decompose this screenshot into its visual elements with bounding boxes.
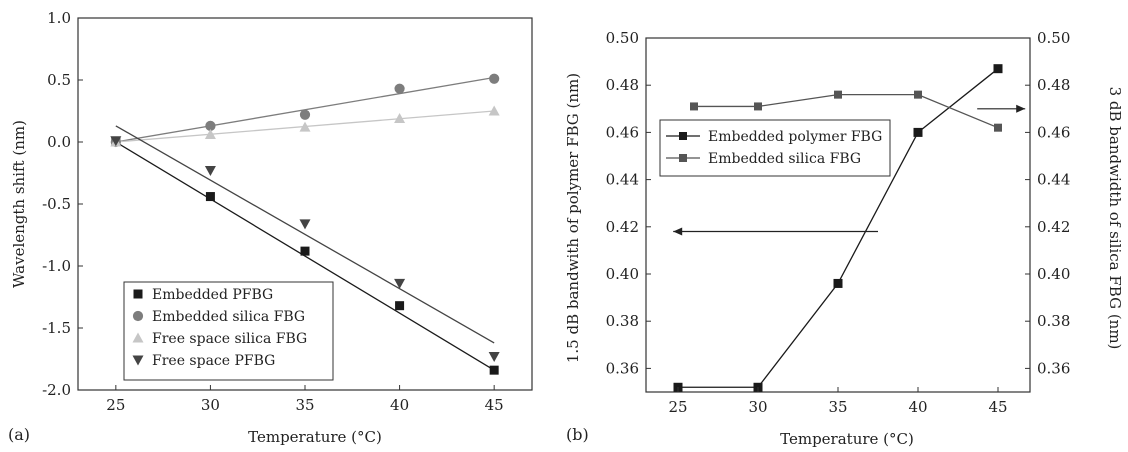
panel-a-legend-label: Free space PFBG	[152, 353, 275, 369]
panel-a-x-tick-label: 40	[390, 396, 409, 414]
panel-a-point-embedded-pfbg	[205, 192, 215, 202]
panel-a-legend: Embedded PFBG Embedded silica FBG Free spa…	[123, 281, 334, 381]
panel-a-point-embedded-silica-fbg	[489, 73, 500, 84]
panel-a-fit-line-embedded-pfbg	[115, 141, 495, 371]
panel-b-arrow-left-head	[673, 227, 683, 236]
panel-b-right-y-tick-label: 0.38	[1037, 312, 1070, 330]
panel-a-y-tick-label: -1.0	[42, 257, 71, 275]
panel-b-y-tick-label: 0.40	[606, 265, 639, 283]
panel-b-x-tick-label: 40	[908, 398, 927, 416]
panel-a-point-free-space-pfbg	[394, 278, 406, 289]
panel-a-y-tick-label: 0.5	[47, 71, 71, 89]
panel-a-y-tick-label: -2.0	[42, 381, 71, 399]
panel-b-right-y-axis-title: 3 dB bandwidth of silica FBG (nm)	[1106, 87, 1124, 350]
panel-b-y-tick-label: 0.44	[606, 171, 639, 189]
panel-a-point-free-space-pfbg	[488, 352, 500, 363]
panel-b-legend-label: Embedded silica FBG	[708, 151, 861, 167]
panel-b-point-embedded-silica-fbg	[690, 102, 698, 111]
panel-a-point-free-space-silica-fbg	[394, 112, 406, 123]
panel-a-point-embedded-silica-fbg	[205, 120, 216, 131]
panel-b-legend: Embedded polymer FBG Embedded silica FBG	[659, 119, 891, 177]
panel-a-point-embedded-pfbg	[300, 246, 310, 256]
panel-b-label: (b)	[566, 425, 589, 444]
panel-a-chart: 25 30 35 40 45 1.0 0.5 0.0 -0.5 -1.0 -1.5 -2.0 Temp…	[8, 9, 533, 446]
panel-b-point-embedded-silica-fbg	[834, 90, 842, 99]
panel-b-x-axis-title: Temperature (°C)	[780, 430, 914, 448]
panel-b-x-tick-label: 45	[988, 398, 1007, 416]
panel-b-point-embedded-silica-fbg	[914, 90, 922, 99]
panel-b-legend-box	[659, 119, 891, 177]
panel-a-point-embedded-silica-fbg	[394, 83, 405, 94]
panel-a-point-free-space-silica-fbg	[299, 121, 311, 132]
panel-a-point-free-space-pfbg	[110, 136, 122, 147]
panel-a-legend-marker	[133, 289, 143, 299]
panel-b-point-embedded-polymer-fbg	[833, 278, 843, 288]
panel-b-x-tick-label: 25	[668, 398, 687, 416]
panel-b-point-embedded-polymer-fbg	[993, 64, 1003, 74]
panel-b-x-tick-label: 30	[748, 398, 767, 416]
panel-b-y-tick-label: 0.42	[606, 218, 639, 236]
panel-a-y-tick-label: 0.0	[47, 133, 71, 151]
panel-a-legend-label: Embedded PFBG	[152, 287, 273, 303]
panel-a-legend-box	[123, 281, 334, 381]
panel-a-x-tick-label: 30	[201, 396, 220, 414]
panel-b-right-y-tick-label: 0.42	[1037, 218, 1070, 236]
panel-b-legend-marker	[679, 132, 687, 140]
panel-a-y-tick-label: -1.5	[42, 319, 71, 337]
panel-b-line-embedded-polymer-fbg	[678, 68, 999, 388]
panel-a-point-free-space-pfbg	[204, 166, 216, 177]
panel-a-x-axis-title: Temperature (°C)	[248, 428, 382, 446]
panel-b-right-y-tick-label: 0.44	[1037, 171, 1070, 189]
panel-a-legend-label: Free space silica FBG	[152, 331, 307, 347]
panel-b-point-embedded-silica-fbg	[754, 102, 762, 111]
panel-b-point-embedded-silica-fbg	[994, 123, 1002, 132]
panel-b-y-axis-title: 1.5 dB bandwith of polymer FBG (nm)	[564, 73, 582, 363]
panel-b-y-tick-label: 0.50	[606, 29, 639, 47]
panel-a-legend-marker	[132, 332, 144, 343]
panel-b-right-y-tick-label: 0.36	[1037, 359, 1070, 377]
panel-b-right-y-tick-label: 0.46	[1037, 123, 1070, 141]
panel-b-right-y-tick-label: 0.48	[1037, 76, 1070, 94]
panel-b-legend-label: Embedded polymer FBG	[708, 129, 882, 145]
panel-a-fit-line-free-space-pfbg	[115, 125, 495, 344]
panel-b-x-tick-label: 35	[828, 398, 847, 416]
panel-a-point-free-space-silica-fbg	[488, 105, 500, 116]
panel-a-legend-marker	[132, 310, 144, 322]
panel-b-y-tick-label: 0.36	[606, 359, 639, 377]
panel-b-chart: 25 30 35 40 45 0.50 0.50 0.48 0.48 0.46 0.46 0.44 0.…	[564, 29, 1124, 448]
panel-b-point-embedded-polymer-fbg	[913, 127, 923, 137]
panel-a-legend-label: Embedded silica FBG	[152, 309, 305, 325]
panel-a-point-free-space-silica-fbg	[204, 129, 216, 140]
panel-a-point-embedded-pfbg	[489, 365, 499, 375]
panel-b-legend-marker	[679, 154, 687, 162]
panel-a-y-axis-title: Wavelength shift (nm)	[10, 120, 28, 288]
panel-a-y-tick-label: 1.0	[47, 9, 71, 27]
panel-b-y-tick-label: 0.46	[606, 123, 639, 141]
panel-a-x-tick-label: 35	[295, 396, 314, 414]
panel-b-y-tick-label: 0.38	[606, 312, 639, 330]
panel-a-label: (a)	[8, 425, 30, 444]
panel-a-x-tick-label: 45	[485, 396, 504, 414]
panel-a-x-tick-label: 25	[106, 396, 125, 414]
panel-a-legend-marker	[132, 355, 144, 366]
panel-a-y-tick-label: -0.5	[42, 195, 71, 213]
panel-b-y-tick-label: 0.48	[606, 76, 639, 94]
panel-a-point-free-space-pfbg	[299, 219, 311, 230]
panel-b-arrow-right-head	[1016, 104, 1026, 113]
panel-a-point-embedded-silica-fbg	[299, 109, 311, 120]
panel-a-point-embedded-pfbg	[395, 301, 405, 311]
panel-b-right-y-tick-label: 0.40	[1037, 265, 1070, 283]
panel-b-right-y-tick-label: 0.50	[1037, 29, 1070, 47]
